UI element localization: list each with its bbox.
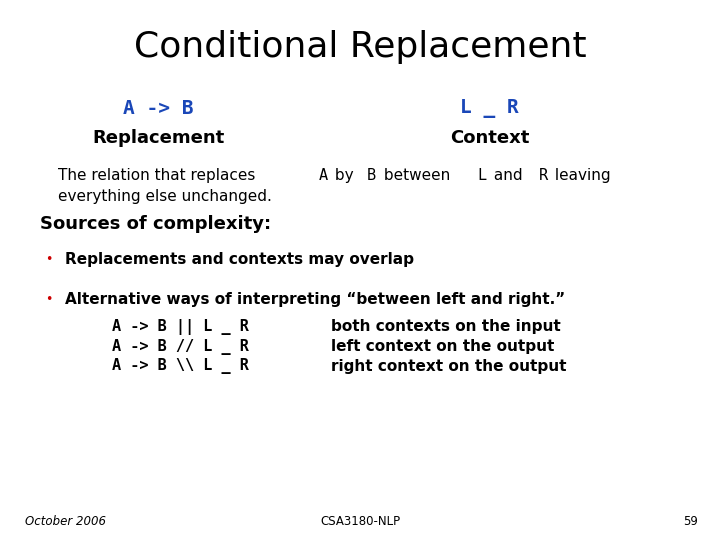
Text: and: and bbox=[489, 168, 527, 183]
Text: A -> B || L _ R: A -> B || L _ R bbox=[112, 319, 248, 335]
Text: Alternative ways of interpreting “between left and right.”: Alternative ways of interpreting “betwee… bbox=[65, 292, 565, 307]
Text: October 2006: October 2006 bbox=[25, 515, 107, 528]
Text: left context on the output: left context on the output bbox=[331, 339, 554, 354]
Text: Conditional Replacement: Conditional Replacement bbox=[134, 30, 586, 64]
Text: A -> B // L _ R: A -> B // L _ R bbox=[112, 339, 248, 355]
Text: A -> B: A -> B bbox=[123, 98, 194, 118]
Text: L: L bbox=[477, 168, 486, 183]
Text: The relation that replaces: The relation that replaces bbox=[58, 168, 260, 183]
Text: leaving: leaving bbox=[550, 168, 611, 183]
Text: Sources of complexity:: Sources of complexity: bbox=[40, 215, 271, 233]
Text: by: by bbox=[330, 168, 359, 183]
Text: R: R bbox=[539, 168, 548, 183]
Text: 59: 59 bbox=[683, 515, 698, 528]
Text: B: B bbox=[367, 168, 377, 183]
Text: CSA3180-NLP: CSA3180-NLP bbox=[320, 515, 400, 528]
Text: A -> B \\ L _ R: A -> B \\ L _ R bbox=[112, 358, 248, 374]
Text: •: • bbox=[45, 293, 53, 306]
Text: right context on the output: right context on the output bbox=[331, 359, 567, 374]
Text: •: • bbox=[45, 253, 53, 266]
Text: between: between bbox=[379, 168, 455, 183]
Text: Replacements and contexts may overlap: Replacements and contexts may overlap bbox=[65, 252, 414, 267]
Text: L _ R: L _ R bbox=[460, 98, 519, 118]
Text: both contexts on the input: both contexts on the input bbox=[331, 319, 561, 334]
Text: Context: Context bbox=[450, 129, 529, 147]
Text: everything else unchanged.: everything else unchanged. bbox=[58, 188, 271, 204]
Text: A: A bbox=[318, 168, 328, 183]
Text: Replacement: Replacement bbox=[92, 129, 225, 147]
